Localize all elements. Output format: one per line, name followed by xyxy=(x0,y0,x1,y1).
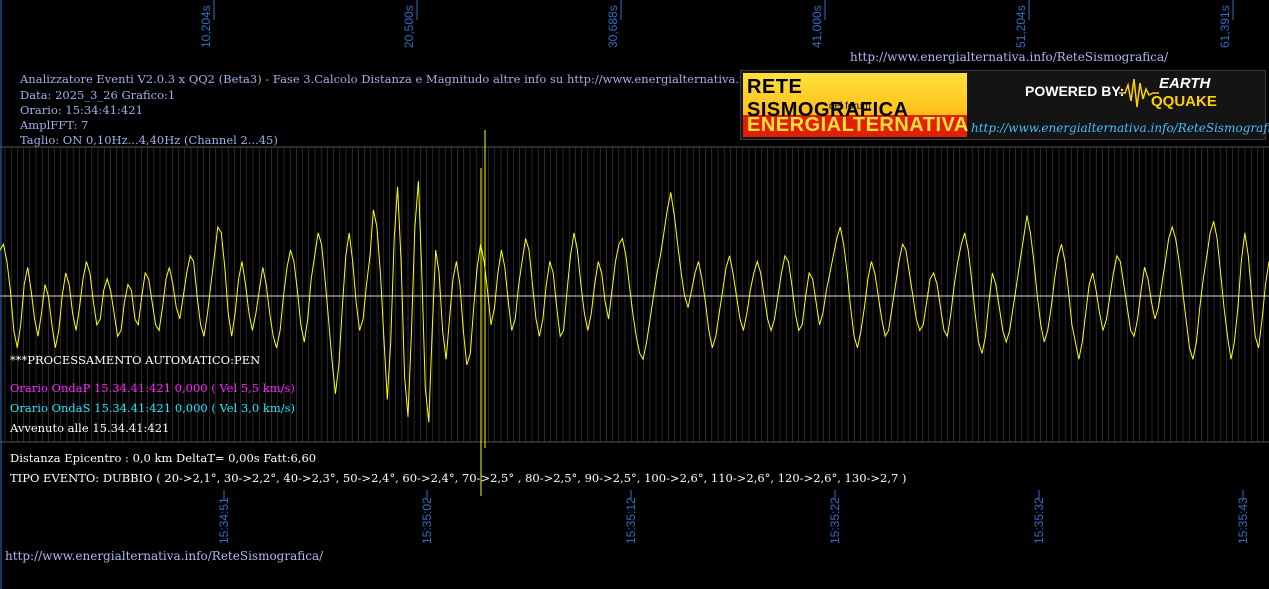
top-tick-label: 41,000s xyxy=(810,5,824,48)
tipo-evento: TIPO EVENTO: DUBBIO ( 20->2,1°, 30->2,2°… xyxy=(10,471,907,485)
top-tick-label: 10,204s xyxy=(199,5,213,48)
onda-s-time: Orario OndaS 15.34.41:421 0,000 ( Vel 3,… xyxy=(10,401,296,415)
distanza-epicentro: Distanza Epicentro : 0,0 km DeltaT= 0,00… xyxy=(10,451,317,465)
bottom-tick-label: 15:34:51 xyxy=(217,497,231,544)
header-taglio: Taglio: ON 0,10Hz...4,40Hz (Channel 2...… xyxy=(20,133,278,147)
logo-forum-name: ENERGIALTERNATIVA xyxy=(747,114,969,136)
bottom-tick-label: 15:35:22 xyxy=(828,497,842,544)
header-amplfft: AmplFFT: 7 xyxy=(20,118,89,132)
rete-sismografica-logo: RETE SISMOGRAFICA del forum ENERGIALTERN… xyxy=(740,70,1269,140)
earth-label: EARTH xyxy=(1159,75,1211,92)
bottom-tick-label: 15:35:43 xyxy=(1236,497,1250,544)
vertical-grid xyxy=(4,147,1264,442)
top-time-ticks: 10,204s 20,500s 30,688s 41,000s 51,204s 61,39… xyxy=(199,0,1234,48)
logo-title: RETE SISMOGRAFICA xyxy=(747,76,909,121)
header-orario: Orario: 15:34:41:421 xyxy=(20,103,143,117)
logo-subtitle: del forum xyxy=(829,101,871,112)
top-tick-label: 20,500s xyxy=(402,5,416,48)
avvenuto-time: Avvenuto alle 15.34.41:421 xyxy=(10,421,170,435)
seismograph-icon xyxy=(1119,78,1159,108)
header-data: Data: 2025_3_26 Grafico:1 xyxy=(20,88,176,102)
logo-url-link[interactable]: http://www.energialternativa.info/ReteSi… xyxy=(971,121,1269,135)
top-tick-label: 51,204s xyxy=(1014,5,1028,48)
logo-red-band xyxy=(743,115,967,137)
signal-trace xyxy=(0,180,1269,423)
top-tick-label: 30,688s xyxy=(606,5,620,48)
logo-banner: RETE SISMOGRAFICA del forum ENERGIALTERN… xyxy=(743,73,969,137)
bottom-clock-ticks: 15:34:51 15:35:02 15:35:12 15:35:22 15:35:32… xyxy=(217,490,1250,544)
url-bottom-link[interactable]: http://www.energialternativa.info/ReteSi… xyxy=(5,549,324,563)
url-top-link[interactable]: http://www.energialternativa.info/ReteSi… xyxy=(850,50,1169,64)
bottom-tick-label: 15:35:02 xyxy=(420,497,434,544)
powered-by-label: POWERED BY: xyxy=(1025,83,1125,99)
bottom-tick-label: 15:35:32 xyxy=(1032,497,1046,544)
top-tick-label: 61,391s xyxy=(1218,5,1232,48)
processing-status: ***PROCESSAMENTO AUTOMATICO:PEN xyxy=(10,353,261,367)
bottom-tick-label: 15:35:12 xyxy=(624,497,638,544)
onda-p-time: Orario OndaP 15.34.41:421 0,000 ( Vel 5,… xyxy=(10,381,295,395)
qquake-label: QQUAKE xyxy=(1151,93,1217,110)
header-line-1: Analizzatore Eventi V2.0.3 x QQ2 (Beta3)… xyxy=(20,72,821,86)
